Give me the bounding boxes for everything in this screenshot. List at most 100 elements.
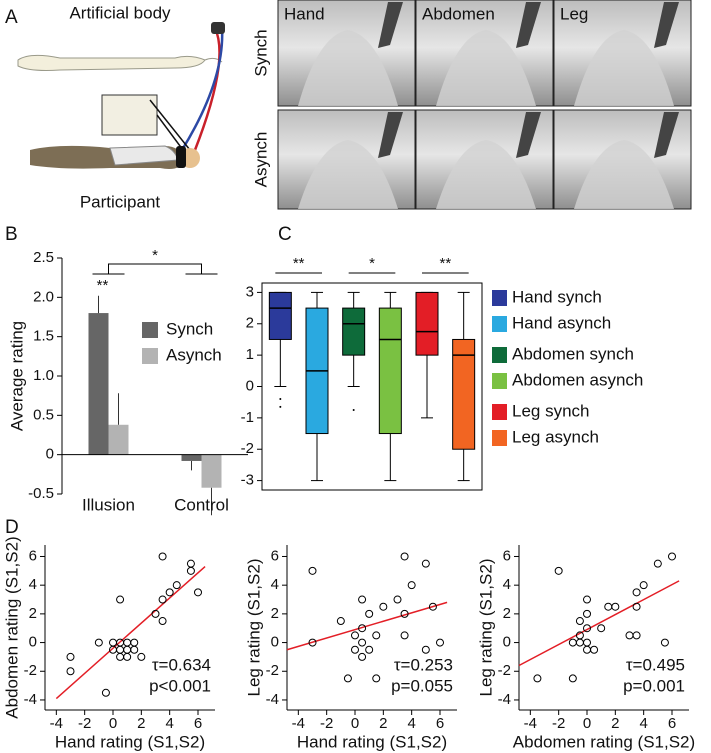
y-tick-label: -2 <box>241 440 254 457</box>
photo-body <box>298 30 398 106</box>
y-tick-label: 0.5 <box>33 406 54 423</box>
point <box>116 645 125 654</box>
illustration-label: Artificial body <box>69 3 171 22</box>
legend-label: Abdomen asynch <box>512 370 643 389</box>
illustration <box>17 22 225 169</box>
y-axis-label: Average rating <box>7 321 26 431</box>
point <box>308 638 317 647</box>
x-axis-label: Hand rating (S1,S2) <box>297 732 447 751</box>
point <box>379 602 388 611</box>
point <box>604 602 613 611</box>
point <box>583 609 591 618</box>
point <box>130 638 139 647</box>
legend-label: Hand synch <box>512 287 602 306</box>
x-tick-label: Control <box>174 495 229 514</box>
point <box>194 588 202 597</box>
legend-label: Leg asynch <box>512 427 599 446</box>
x-tick-label: 4 <box>165 715 173 732</box>
photo-hand <box>654 2 679 48</box>
point <box>158 552 167 561</box>
bar <box>108 424 129 455</box>
x-tick-label: 2 <box>137 715 145 732</box>
y-tick-label: 4 <box>29 576 37 593</box>
point <box>554 566 563 575</box>
x-tick-label: 2 <box>379 715 387 732</box>
x-tick-label: 0 <box>109 715 117 732</box>
y-tick-label: 2 <box>246 315 254 332</box>
legend-label: Leg synch <box>512 401 590 420</box>
x-tick-label: -2 <box>552 715 565 732</box>
fit-line <box>55 565 206 700</box>
box <box>378 307 402 435</box>
point <box>137 652 146 661</box>
point <box>123 652 132 661</box>
legend-swatch <box>492 404 507 420</box>
point <box>358 638 367 647</box>
y-tick-label: 0 <box>271 634 279 651</box>
point <box>590 645 599 654</box>
legend-label: Synch <box>166 319 213 338</box>
point <box>365 645 374 654</box>
photo-hand <box>654 112 679 158</box>
x-tick-label: 6 <box>668 715 676 732</box>
y-tick-label: 1.5 <box>33 328 54 345</box>
y-tick-label: -2 <box>24 662 37 679</box>
panel-letter: A <box>5 7 18 28</box>
point <box>351 645 359 654</box>
point <box>66 667 75 676</box>
point <box>123 645 132 654</box>
y-tick-label: 0 <box>246 377 254 394</box>
annotation: τ=0.634 <box>152 655 211 674</box>
point <box>186 559 195 568</box>
point <box>116 595 125 604</box>
photo-body <box>436 30 536 106</box>
photo-hand <box>378 2 403 48</box>
y-tick-label: 2 <box>503 605 511 622</box>
point <box>172 581 181 590</box>
point <box>151 609 160 618</box>
photo-body <box>436 140 536 209</box>
point <box>365 609 374 618</box>
point <box>583 624 591 633</box>
annotation: τ=0.495 <box>626 655 685 674</box>
point <box>632 631 641 640</box>
point <box>400 609 409 618</box>
column-label: Abdomen <box>422 4 495 23</box>
photo-hand <box>516 112 541 158</box>
illustration-label: Participant <box>80 192 161 211</box>
panel-letter: C <box>278 224 292 245</box>
y-axis-label: Leg rating (S1,S2) <box>244 559 263 697</box>
point <box>668 552 676 561</box>
y-tick-label: -2 <box>266 662 279 679</box>
y-tick-label: 2.5 <box>33 249 54 266</box>
point <box>533 674 542 683</box>
point <box>421 559 430 568</box>
y-tick-label: 2 <box>271 605 279 622</box>
point <box>407 581 416 590</box>
legend-label: Asynch <box>166 345 222 364</box>
y-axis-label: Abdomen rating (S1,S2) <box>2 536 21 718</box>
point <box>109 638 117 647</box>
x-tick-label: -4 <box>292 715 305 732</box>
point <box>611 602 620 611</box>
point <box>632 602 641 611</box>
point <box>568 638 577 647</box>
legend-swatch <box>142 322 158 338</box>
y-tick-label: 0 <box>46 446 54 463</box>
panel-letter: B <box>5 224 18 245</box>
y-tick-label: 0 <box>29 634 37 651</box>
photo-hand <box>378 112 403 158</box>
box <box>268 291 292 340</box>
y-tick-label: 4 <box>271 576 279 593</box>
outlier <box>352 409 355 412</box>
point <box>94 638 103 647</box>
legend-label: Abdomen synch <box>512 344 634 363</box>
point <box>428 602 437 611</box>
point <box>436 638 444 647</box>
photo-body <box>574 30 674 106</box>
point <box>583 595 591 604</box>
point <box>130 645 139 654</box>
fit-line <box>286 601 448 651</box>
annotation: ** <box>439 255 451 272</box>
